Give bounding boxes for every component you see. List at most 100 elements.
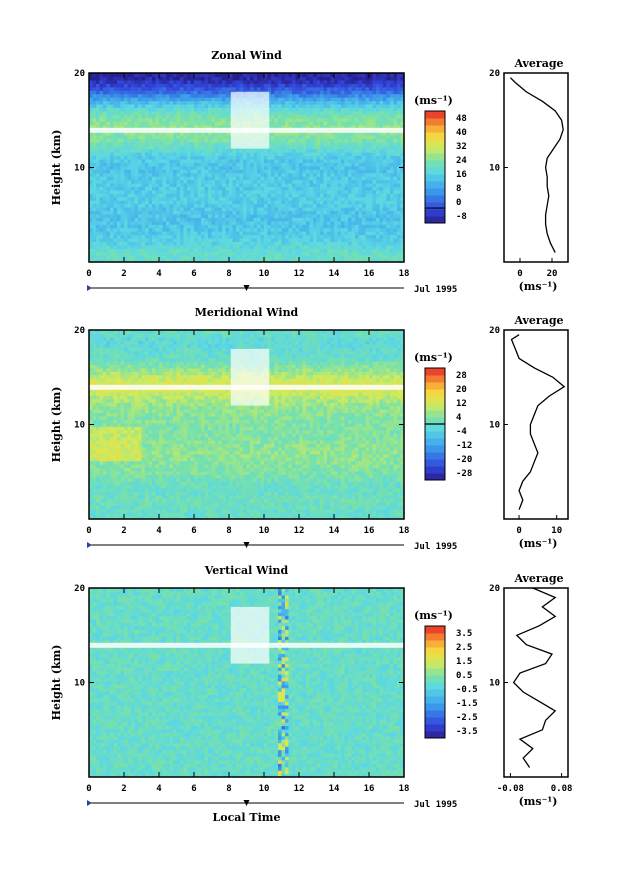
heatmap-cell (215, 193, 220, 198)
heatmap-cell (176, 107, 181, 112)
heatmap-cell (299, 103, 304, 108)
heatmap-cell (141, 124, 146, 129)
heatmap-cell (134, 237, 139, 242)
heatmap-cell (162, 110, 167, 115)
heatmap-cell (110, 134, 115, 139)
heatmap-cell (330, 86, 335, 91)
heatmap-cell (190, 182, 195, 187)
heatmap-cell (162, 217, 167, 222)
heatmap-cell (257, 86, 262, 91)
heatmap-cell (379, 107, 384, 112)
heatmap-cell (397, 145, 402, 150)
heatmap-cell (204, 182, 209, 187)
heatmap-cell (229, 196, 234, 201)
heatmap-cell (302, 152, 307, 157)
heatmap-cell (134, 124, 139, 129)
heatmap-cell (134, 172, 139, 177)
heatmap-cell (264, 169, 269, 174)
heatmap-cell (127, 155, 132, 160)
heatmap-cell (155, 231, 160, 236)
heatmap-cell (323, 155, 328, 160)
heatmap-cell (124, 224, 129, 229)
heatmap-cell (313, 131, 318, 136)
heatmap-cell (393, 213, 398, 218)
heatmap-cell (355, 210, 360, 215)
heatmap-cell (288, 107, 293, 112)
heatmap-cell (218, 200, 223, 205)
heatmap-cell (138, 76, 143, 81)
heatmap-cell (379, 244, 384, 249)
heatmap-cell (208, 93, 213, 98)
heatmap-cell (355, 100, 360, 105)
heatmap-cell (201, 114, 206, 119)
heatmap-cell (89, 121, 94, 126)
heatmap-cell (274, 224, 279, 229)
heatmap-cell (267, 210, 272, 215)
heatmap-cell (218, 234, 223, 239)
heatmap-cell (313, 251, 318, 256)
heatmap-cell (337, 241, 342, 246)
heatmap-cell (383, 217, 388, 222)
heatmap-cell (239, 241, 244, 246)
heatmap-cell (316, 121, 321, 126)
heatmap-cell (386, 93, 391, 98)
heatmap-cell (267, 107, 272, 112)
heatmap-cell (103, 210, 108, 215)
heatmap-cell (309, 110, 314, 115)
heatmap-cell (330, 213, 335, 218)
heatmap-cell (96, 241, 101, 246)
heatmap-cell (383, 86, 388, 91)
heatmap-cell (204, 73, 209, 78)
heatmap-cell (155, 73, 160, 78)
heatmap-cell (215, 152, 220, 157)
heatmap-cell (372, 189, 377, 194)
heatmap-cell (232, 152, 237, 157)
heatmap-cell (341, 107, 346, 112)
heatmap-cell (376, 131, 381, 136)
heatmap-cell (362, 155, 367, 160)
heatmap-cell (141, 200, 146, 205)
heatmap-cell (208, 86, 213, 91)
heatmap-cell (330, 155, 335, 160)
heatmap-cell (397, 200, 402, 205)
heatmap-cell (400, 114, 405, 119)
heatmap-cell (400, 100, 405, 105)
heatmap-cell (120, 210, 125, 215)
heatmap-cell (187, 73, 192, 78)
heatmap-cell (134, 220, 139, 225)
heatmap-cell (166, 227, 171, 232)
heatmap-cell (351, 121, 356, 126)
heatmap-cell (134, 176, 139, 181)
heatmap-cell (218, 148, 223, 153)
heatmap-cell (379, 100, 384, 105)
heatmap-cell (124, 182, 129, 187)
heatmap-cell (99, 186, 104, 191)
heatmap-cell (376, 110, 381, 115)
heatmap-cell (180, 110, 185, 115)
heatmap-cell (400, 258, 405, 263)
heatmap-cell (306, 196, 311, 201)
heatmap-cell (323, 121, 328, 126)
heatmap-cell (327, 131, 332, 136)
heatmap-cell (145, 155, 150, 160)
heatmap-cell (92, 189, 97, 194)
heatmap-cell (267, 155, 272, 160)
heatmap-cell (323, 258, 328, 263)
heatmap-cell (285, 189, 290, 194)
heatmap-cell (215, 148, 220, 153)
heatmap-cell (323, 248, 328, 253)
heatmap-cell (218, 227, 223, 232)
heatmap-cell (281, 255, 286, 260)
heatmap-cell (239, 213, 244, 218)
heatmap-cell (327, 237, 332, 242)
heatmap-cell (194, 100, 199, 105)
heatmap-cell (117, 155, 122, 160)
heatmap-cell (393, 121, 398, 126)
heatmap-cell (99, 152, 104, 157)
heatmap-cell (341, 193, 346, 198)
heatmap-cell (253, 213, 258, 218)
heatmap-cell (295, 203, 300, 208)
heatmap-cell (103, 138, 108, 143)
heatmap-cell (313, 76, 318, 81)
heatmap-cell (204, 224, 209, 229)
